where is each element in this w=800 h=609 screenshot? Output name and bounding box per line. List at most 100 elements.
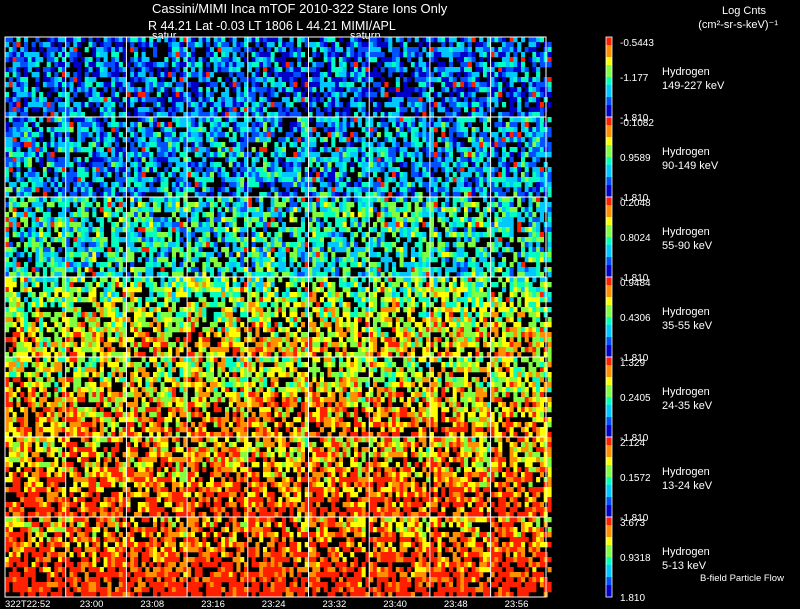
heatmap-bin (399, 97, 404, 103)
heatmap-bin (24, 52, 29, 58)
heatmap-bin (464, 67, 469, 73)
heatmap-bin (8, 77, 13, 83)
heatmap-bin (441, 212, 446, 218)
heatmap-bin (96, 142, 101, 148)
heatmap-bin (194, 237, 199, 243)
heatmap-bin (285, 192, 290, 198)
heatmap-bin (418, 117, 423, 123)
heatmap-bin (198, 247, 203, 253)
heatmap-bin (395, 222, 400, 228)
heatmap-bin (429, 227, 434, 233)
heatmap-bin (361, 107, 366, 113)
heatmap-bin (107, 112, 112, 118)
heatmap-bin (168, 172, 173, 178)
heatmap-bin (316, 42, 321, 48)
heatmap-bin (490, 202, 495, 208)
heatmap-bin (505, 137, 510, 143)
heatmap-bin (183, 47, 188, 53)
heatmap-bin (54, 187, 59, 193)
heatmap-bin (168, 237, 173, 243)
heatmap-bin (77, 112, 82, 118)
heatmap-bin (293, 217, 298, 223)
heatmap-bin (528, 242, 533, 248)
heatmap-bin (452, 97, 457, 103)
heatmap-bin (460, 157, 465, 163)
heatmap-bin (376, 82, 381, 88)
heatmap-bin (335, 162, 340, 168)
heatmap-bin (54, 157, 59, 163)
heatmap-bin (437, 162, 442, 168)
heatmap-bin (187, 202, 192, 208)
heatmap-bin (300, 127, 305, 133)
heatmap-bin (445, 267, 450, 273)
heatmap-bin (399, 122, 404, 128)
heatmap-bin (498, 92, 503, 98)
heatmap-bin (281, 182, 286, 188)
heatmap-bin (399, 222, 404, 228)
heatmap-bin (331, 197, 336, 203)
heatmap-bin (20, 237, 25, 243)
heatmap-bin (380, 142, 385, 148)
heatmap-bin (486, 142, 491, 148)
heatmap-bin (202, 252, 207, 258)
heatmap-bin (524, 127, 529, 133)
heatmap-bin (99, 272, 104, 278)
heatmap-bin (410, 52, 415, 58)
heatmap-bin (403, 82, 408, 88)
heatmap-bin (194, 182, 199, 188)
heatmap-bin (84, 117, 89, 123)
heatmap-bin (509, 212, 514, 218)
heatmap-bin (528, 182, 533, 188)
heatmap-bin (217, 122, 222, 128)
heatmap-bin (12, 87, 17, 93)
heatmap-bin (259, 167, 264, 173)
heatmap-bin (460, 132, 465, 138)
heatmap-bin (494, 122, 499, 128)
heatmap-bin (452, 52, 457, 58)
heatmap-bin (115, 47, 120, 53)
heatmap-bin (209, 267, 214, 273)
heatmap-bin (338, 172, 343, 178)
heatmap-bin (395, 147, 400, 153)
heatmap-bin (437, 77, 442, 83)
heatmap-bin (509, 267, 514, 273)
heatmap-bin (513, 172, 518, 178)
heatmap-bin (319, 117, 324, 123)
heatmap-bin (452, 102, 457, 108)
heatmap-bin (263, 87, 268, 93)
heatmap-bin (31, 172, 36, 178)
heatmap-bin (498, 62, 503, 68)
heatmap-bin (479, 42, 484, 48)
heatmap-bin (259, 267, 264, 273)
heatmap-bin (327, 102, 332, 108)
heatmap-bin (323, 92, 328, 98)
heatmap-bin (357, 262, 362, 268)
heatmap-bin (236, 237, 241, 243)
heatmap-bin (354, 132, 359, 138)
heatmap-bin (312, 177, 317, 183)
heatmap-bin (232, 57, 237, 63)
heatmap-bin (244, 142, 249, 148)
heatmap-bin (255, 57, 260, 63)
heatmap-bin (54, 252, 59, 258)
heatmap-bin (338, 127, 343, 133)
heatmap-bin (115, 222, 120, 228)
heatmap-bin (319, 122, 324, 128)
heatmap-bin (479, 47, 484, 53)
heatmap-bin (312, 127, 317, 133)
heatmap-bin (426, 202, 431, 208)
heatmap-bin (376, 192, 381, 198)
heatmap-bin (441, 107, 446, 113)
heatmap-bin (42, 217, 47, 223)
heatmap-bin (259, 232, 264, 238)
heatmap-bin (118, 47, 123, 53)
heatmap-bin (418, 197, 423, 203)
heatmap-bin (410, 142, 415, 148)
heatmap-bin (471, 202, 476, 208)
heatmap-bin (198, 107, 203, 113)
heatmap-bin (209, 227, 214, 233)
heatmap-bin (194, 132, 199, 138)
heatmap-bin (483, 117, 488, 123)
heatmap-bin (84, 232, 89, 238)
heatmap-bin (346, 47, 351, 53)
